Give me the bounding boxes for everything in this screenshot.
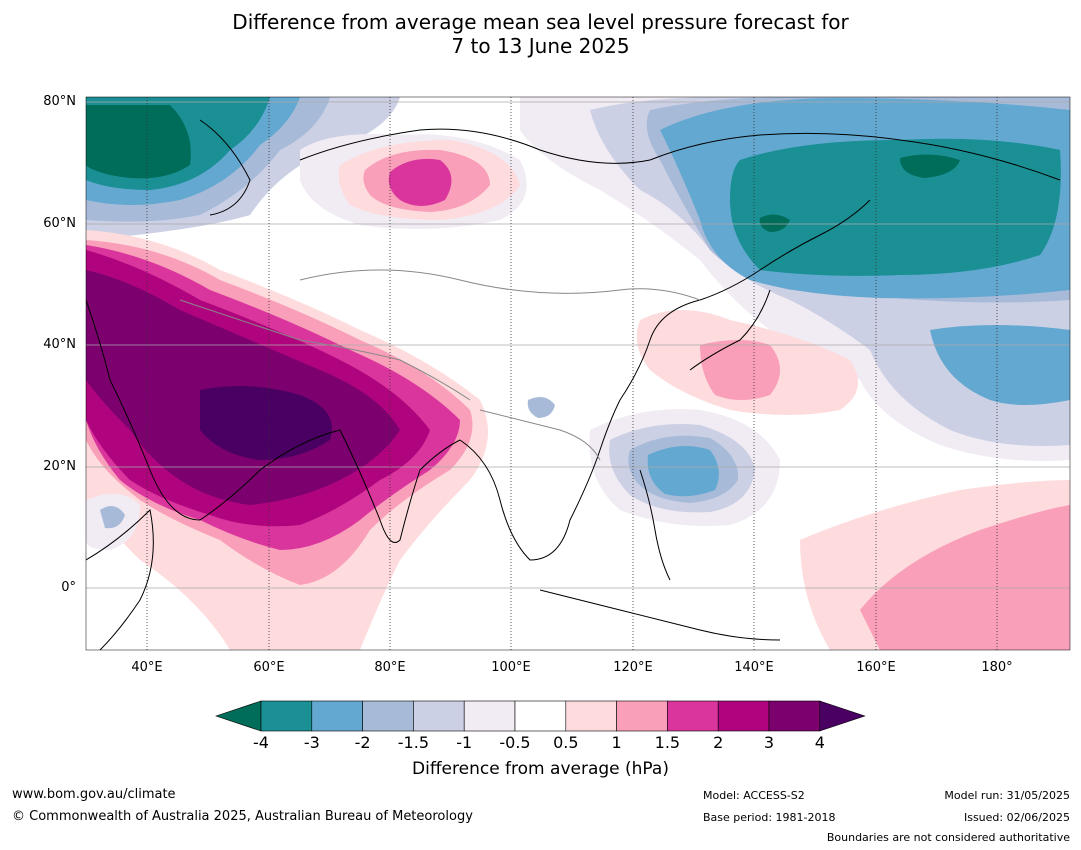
disclaimer-text: Boundaries are not considered authoritat… <box>826 831 1070 844</box>
region-me-over <box>200 386 332 460</box>
region-af-m2 <box>100 506 125 529</box>
copyright-text: © Commonwealth of Australia 2025, Austra… <box>12 809 473 824</box>
colorbar-tick-label: -1.5 <box>397 733 429 752</box>
lon-label-100e: 100°E <box>491 660 531 675</box>
lat-label-60n: 60°N <box>43 216 76 231</box>
model-text: Model: ACCESS-S2 <box>703 789 805 802</box>
lon-label-180: 180° <box>981 660 1013 675</box>
coast-africa <box>86 508 154 650</box>
coast-indonesia <box>539 589 781 641</box>
colorbar-segment <box>311 700 363 732</box>
region-cp-p1 <box>860 505 1070 650</box>
region-na-under <box>86 105 191 179</box>
colorbar-segment <box>565 700 617 732</box>
title-line-2: 7 to 13 June 2025 <box>451 34 630 58</box>
colorbar-segment <box>768 700 821 732</box>
colorbar-segment <box>717 700 770 732</box>
colorbar-segment <box>413 700 465 732</box>
coast-kamchatka <box>759 199 871 271</box>
colorbar-segments <box>215 700 866 732</box>
website-link[interactable]: www.bom.gov.au/climate <box>12 787 176 802</box>
colorbar-segment <box>616 700 668 732</box>
colorbar-tick-label: -4 <box>253 733 269 752</box>
colorbar-tick-label: -0.5 <box>499 733 531 752</box>
coast-philippines <box>639 469 671 581</box>
base-period-text: Base period: 1981-2018 <box>703 811 836 824</box>
lat-label-20n: 20°N <box>43 459 76 474</box>
model-run-text: Model run: 31/05/2025 <box>944 789 1070 802</box>
region-ar-p15 <box>388 158 452 206</box>
border-1 <box>179 299 471 401</box>
region-scs-m2 <box>527 396 555 418</box>
colorbar-tick-label: 1.5 <box>654 733 681 752</box>
country-borders <box>179 269 701 461</box>
colorbar-tick-label: -2 <box>354 733 371 752</box>
map-title: Difference from average mean sea level p… <box>0 10 1081 58</box>
lon-label-120e: 120°E <box>613 660 653 675</box>
lon-label-140e: 140°E <box>734 660 774 675</box>
lat-label-0: 0° <box>61 580 76 595</box>
colorbar-tick-label: -1 <box>456 733 473 752</box>
region-ps-m3 <box>647 446 719 497</box>
colorbar-segment <box>362 700 414 732</box>
region-fe-under-2 <box>759 214 790 232</box>
coast-japan <box>689 289 771 371</box>
colorbar-tick-label: 2 <box>713 733 724 752</box>
colorbar-segment <box>260 700 313 732</box>
latitude-gridlines <box>86 101 1070 589</box>
colorbar-tick-label: 3 <box>763 733 775 752</box>
coastlines <box>86 119 1061 650</box>
border-3 <box>479 409 601 461</box>
region-fe-under-1 <box>900 154 960 178</box>
issued-text: Issued: 02/06/2025 <box>963 811 1070 824</box>
colorbar-tick-label: 0.5 <box>553 733 579 752</box>
region-fe-m4 <box>730 138 1061 276</box>
colorbar-segment <box>667 700 719 732</box>
colorbar-tick-label: 4 <box>814 733 825 752</box>
lat-label-80n: 80°N <box>43 94 76 109</box>
colorbar-segment <box>514 700 567 732</box>
coast-scandinavia <box>199 119 251 216</box>
coast-east-asia <box>459 269 761 561</box>
border-2 <box>299 269 701 301</box>
title-line-1: Difference from average mean sea level p… <box>232 10 849 34</box>
map-frame <box>85 96 1071 651</box>
longitude-gridlines <box>146 97 998 650</box>
colorbar-tick-label: 1 <box>611 733 622 752</box>
colorbar-under-arrow <box>215 700 262 732</box>
lon-label-60e: 60°E <box>253 660 285 675</box>
lon-label-80e: 80°E <box>374 660 406 675</box>
lon-label-160e: 160°E <box>856 660 896 675</box>
map-canvas <box>85 96 1071 651</box>
colorbar-label: Difference from average (hPa) <box>412 759 669 779</box>
coast-arabia-india <box>86 299 461 543</box>
region-jp-p1 <box>700 340 780 400</box>
coast-arctic <box>299 128 1061 181</box>
lat-label-40n: 40°N <box>43 337 76 352</box>
colorbar-segment <box>463 700 516 732</box>
colorbar-tick-label: -3 <box>303 733 320 752</box>
lon-label-40e: 40°E <box>131 660 163 675</box>
colorbar-over-arrow <box>819 700 866 732</box>
